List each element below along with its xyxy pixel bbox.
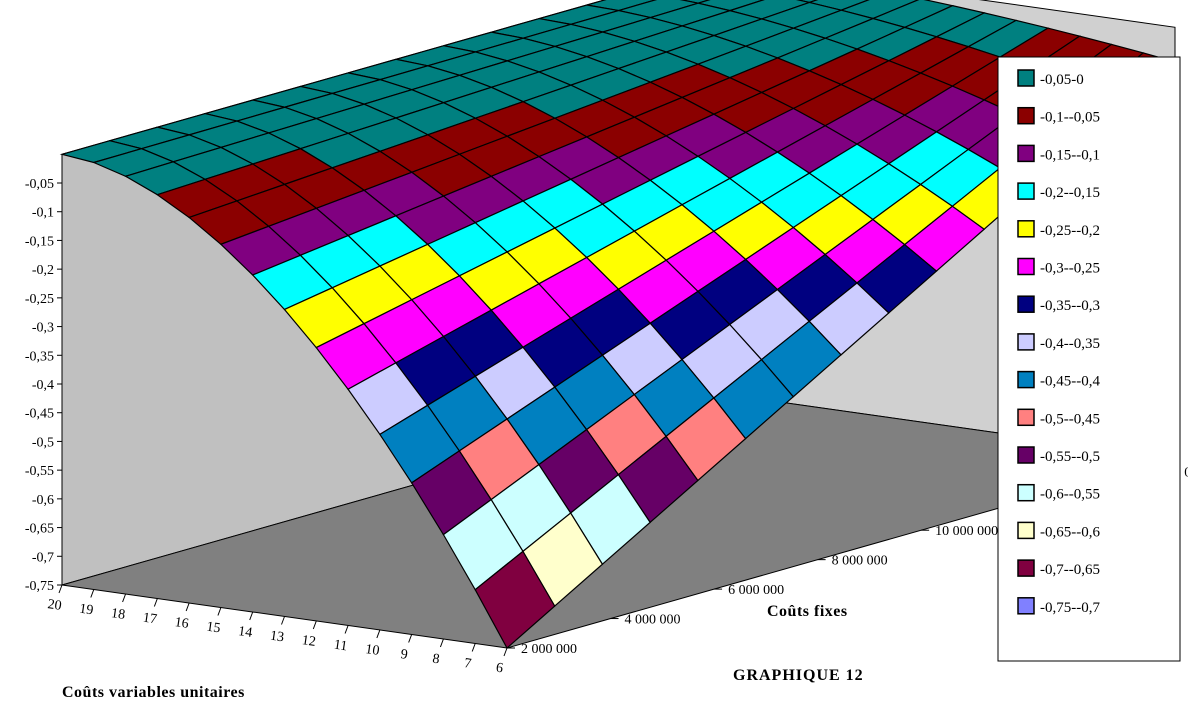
x-tick-label: 18: [110, 606, 126, 623]
legend-label: -0,35--0,3: [1040, 298, 1100, 314]
z-tick-label: -0,65: [25, 522, 54, 537]
y-axis-title: Coûts fixes: [767, 603, 848, 620]
x-tick-label: 19: [78, 602, 94, 619]
x-tick-label: 12: [301, 633, 317, 650]
y-tick-label: 8 000 000: [832, 554, 888, 569]
legend-swatch: [1017, 370, 1035, 389]
legend-swatch: [1017, 446, 1035, 464]
y-tick-label: 2 000 000: [521, 642, 577, 657]
legend-label: -0,45--0,4: [1040, 374, 1100, 390]
legend-label: -0,65--0,6: [1040, 524, 1100, 540]
z-tick-label: -0,25: [25, 292, 54, 307]
legend-label: -0,7--0,65: [1040, 562, 1100, 578]
legend-label: -0,15--0,1: [1040, 147, 1100, 163]
x-tick-mark: [281, 616, 285, 625]
z-tick-label: -0,45: [25, 407, 54, 422]
legend-swatch: [1017, 295, 1035, 313]
x-tick-label: 10: [364, 642, 380, 659]
legend-label: -0,3--0,25: [1040, 261, 1100, 277]
legend-swatch: [1017, 69, 1035, 87]
x-tick-mark: [185, 602, 190, 612]
legend-label: -0,5--0,45: [1040, 411, 1100, 427]
x-tick-mark: [408, 634, 413, 643]
z-tick-label: -0,2: [32, 263, 54, 278]
z-tick-label: -0,35: [25, 349, 54, 364]
z-tick-label: -0,5: [32, 435, 54, 450]
legend-swatch: [1017, 483, 1035, 502]
x-tick-label: 11: [333, 638, 348, 655]
z-tick-label: -0,15: [25, 234, 54, 249]
x-tick-mark: [376, 629, 381, 639]
x-tick-label: 20: [47, 597, 63, 614]
legend-swatch: [1017, 521, 1035, 540]
legend-label: -0,55--0,5: [1040, 449, 1100, 465]
x-tick-mark: [344, 625, 349, 634]
x-tick-mark: [153, 598, 158, 607]
x-tick-label: 17: [142, 611, 158, 628]
legend-label: -0,6--0,55: [1040, 487, 1100, 503]
z-tick-label: -0,4: [32, 378, 54, 393]
legend-label: -0,1--0,05: [1040, 110, 1100, 126]
x-tick-mark: [439, 638, 444, 648]
z-tick-label: -0,05: [25, 177, 54, 192]
z-tick-label: -0,6: [32, 493, 54, 508]
z-tick-label: -0,55: [25, 464, 54, 479]
legend-swatch: [1017, 559, 1035, 577]
y-tick-label: 10 000 000: [935, 524, 998, 539]
x-tick-mark: [58, 584, 63, 594]
legend-swatch: [1017, 333, 1035, 351]
x-tick-label: 15: [205, 620, 221, 637]
z-axis-ticks: -0,05 -0,1 -0,15 -0,2 -0,25 -0,3 -0,35 -0,4 -0,4…: [25, 177, 62, 594]
legend-swatch: [1017, 408, 1035, 427]
legend-label: -0,2--0,15: [1040, 185, 1100, 201]
x-axis-title: Coûts variables unitaires: [62, 684, 245, 701]
z-tick-label: -0,1: [32, 206, 54, 221]
legend-label: -0,05-0: [1040, 72, 1084, 88]
legend-swatch: [1017, 597, 1035, 615]
legend: -0,05-0 -0,1--0,05 -0,15--0,1 -0,2--0,15 -0,…: [1017, 69, 1100, 616]
x-tick-label: 13: [269, 629, 285, 646]
x-tick-label: 9: [400, 647, 409, 663]
surface-cell: [474, 550, 556, 649]
legend-label: -0,4--0,35: [1040, 336, 1100, 352]
z-tick-label: -0,75: [25, 579, 54, 594]
x-tick-mark: [90, 589, 95, 598]
surface-mesh: [59, 0, 1177, 649]
x-tick-mark: [122, 593, 127, 603]
y-tick-label: 6 000 000: [728, 583, 784, 598]
x-tick-mark: [249, 611, 254, 621]
x-tick-label: 6: [495, 661, 504, 677]
x-tick-label: 8: [431, 652, 440, 668]
figure-caption: GRAPHIQUE 12: [733, 667, 864, 684]
x-axis-ticks: 20 19 18 17 16 15 14 13 12 11 10 9 8 7 6: [47, 584, 508, 677]
x-tick-mark: [312, 620, 317, 630]
x-tick-mark: [217, 607, 222, 616]
legend-swatch: [1017, 182, 1035, 200]
legend-swatch: [1017, 257, 1035, 276]
x-tick-label: 7: [463, 656, 472, 672]
x-tick-mark: [503, 647, 508, 657]
x-tick-label: 16: [174, 615, 190, 632]
y-tick-label: 4 000 000: [625, 613, 681, 628]
z-tick-label: -0,3: [32, 321, 54, 336]
legend-swatch: [1017, 106, 1035, 125]
x-tick-mark: [471, 643, 476, 652]
legend-label: -0,75--0,7: [1040, 600, 1100, 616]
legend-swatch: [1017, 220, 1035, 238]
legend-swatch: [1017, 144, 1035, 163]
z-tick-label: -0,7: [32, 550, 54, 565]
x-tick-label: 14: [237, 624, 253, 641]
legend-label: -0,25--0,2: [1040, 223, 1100, 239]
